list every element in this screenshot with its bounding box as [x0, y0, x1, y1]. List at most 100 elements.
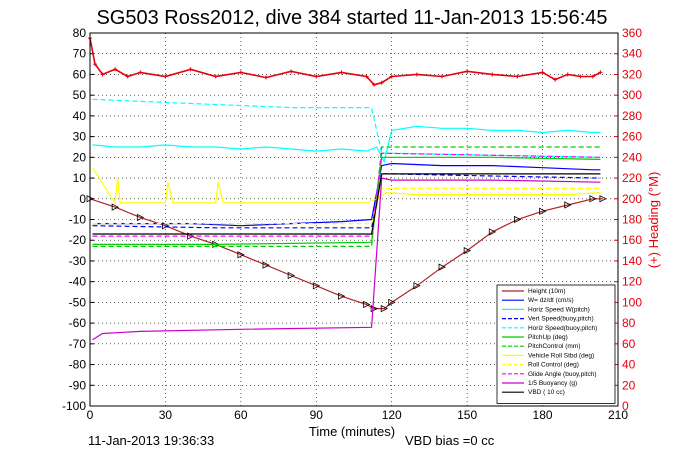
y-left-tick-label: -90 — [69, 378, 87, 392]
chart-title: SG503 Ross2012, dive 384 started 11-Jan-… — [96, 7, 607, 29]
series-point — [440, 74, 444, 79]
series-point — [438, 263, 446, 271]
series-point — [138, 70, 143, 75]
series-point — [287, 271, 296, 280]
series-point — [515, 74, 520, 79]
series-line-6 — [92, 146, 601, 247]
footer-timestamp: 11-Jan-2013 19:36:33 — [88, 433, 214, 448]
series-point — [188, 67, 193, 72]
series-point — [136, 213, 145, 222]
series-line-10 — [92, 177, 601, 341]
series-point — [413, 282, 421, 290]
series-point — [93, 62, 98, 67]
y-left-tick-label: 0 — [79, 192, 86, 206]
y-right-tick-label: 280 — [622, 109, 642, 123]
series-point — [213, 74, 218, 79]
series-point — [111, 203, 120, 211]
right-axis: 3603403203002802602402202001801601401201… — [614, 26, 642, 413]
y-left-tick-label: -60 — [69, 316, 87, 330]
footer-vbd-bias: VBD bias =0 cc — [405, 433, 495, 448]
series-point — [490, 72, 495, 77]
y-left-tick-label: 60 — [73, 67, 87, 81]
x-tick-label: 30 — [159, 408, 173, 422]
series-point — [590, 74, 595, 79]
legend-label: Glide Angle (buoy,pitch) — [528, 371, 597, 378]
x-axis-label: Time (minutes) — [309, 424, 395, 439]
y-right-tick-label: 120 — [622, 275, 642, 289]
series-line-3 — [92, 173, 601, 229]
y-left-tick-label: -10 — [69, 213, 87, 227]
series-point — [565, 72, 570, 77]
y-right-tick-label: 340 — [622, 47, 642, 61]
series-point — [339, 70, 344, 75]
series-point — [125, 74, 130, 79]
series-point — [289, 69, 294, 74]
series-point — [338, 292, 346, 300]
y-right-tick-label: 160 — [622, 233, 642, 247]
y-left-tick-label: 40 — [73, 109, 87, 123]
y-right-tick-label: 100 — [622, 295, 642, 309]
y-left-tick-label: 50 — [73, 88, 87, 102]
y-left-tick-label: -70 — [69, 337, 87, 351]
series-point — [370, 304, 379, 313]
series-point — [163, 74, 168, 79]
x-tick-label: 60 — [234, 408, 248, 422]
series-point — [414, 72, 419, 77]
y-right-tick-label: 360 — [622, 26, 642, 40]
series-point — [465, 69, 470, 74]
series-line-7 — [91, 167, 601, 205]
series-point — [589, 195, 597, 203]
x-tick-label: 120 — [382, 408, 402, 422]
series-point — [237, 251, 245, 259]
y-right-tick-label: 260 — [622, 130, 642, 144]
legend-label: W= dz/dt (cm/s) — [528, 297, 574, 304]
legend-label: Height (10m) — [528, 288, 566, 295]
legend-label: 1/5 Buoyancy (g) — [528, 380, 577, 387]
y-right-tick-label: 300 — [622, 88, 642, 102]
y-right-tick-label: 140 — [622, 254, 642, 268]
series-point — [379, 80, 384, 85]
y-right-tick-label: 220 — [622, 171, 642, 185]
series-point — [238, 70, 243, 75]
series-line-12 — [89, 38, 601, 86]
legend-label: Vert Speed(buoy,pitch) — [528, 316, 594, 323]
series-point — [100, 72, 105, 77]
y-right-tick-label: 240 — [622, 150, 642, 164]
y-left-tick-label: -50 — [69, 295, 87, 309]
legend-box — [496, 284, 616, 404]
y-left-tick-label: 70 — [73, 47, 87, 61]
plot-frame — [89, 32, 619, 407]
x-axis: 0 30 60 90 120 150 180 210 — [87, 408, 629, 422]
y-left-tick-label: 30 — [73, 130, 87, 144]
series-point — [389, 74, 394, 79]
y-right-tick-label: 320 — [622, 67, 642, 81]
right-axis-label: (+) Heading (°M) — [646, 172, 661, 269]
series-point — [372, 82, 377, 87]
series-point — [262, 261, 270, 269]
series-point — [463, 246, 472, 255]
y-right-tick-label: 80 — [622, 316, 636, 330]
y-left-tick-label: -80 — [69, 358, 87, 372]
y-right-tick-label: 20 — [622, 378, 636, 392]
legend-label: PitchControl (mm) — [528, 343, 580, 350]
series-line-11 — [92, 173, 601, 235]
legend-label: Horiz Speed W(pitch) — [528, 306, 590, 313]
legend-label: Roll Control (deg) — [528, 362, 579, 369]
series-point — [599, 195, 607, 203]
legend-label: PitchUp (deg) — [528, 334, 568, 341]
series-point — [539, 207, 547, 215]
series-point — [380, 304, 389, 313]
x-tick-label: 0 — [87, 408, 94, 422]
x-tick-label: 180 — [533, 408, 553, 422]
y-left-tick-label: -20 — [69, 233, 87, 247]
y-left-tick-label: 80 — [73, 26, 87, 40]
y-left-tick-label: 20 — [73, 150, 87, 164]
series-point — [388, 298, 396, 307]
series-point — [553, 77, 558, 82]
y-left-tick-label: -100 — [62, 399, 86, 413]
x-tick-label: 210 — [608, 408, 628, 422]
y-right-tick-label: 180 — [622, 213, 642, 227]
y-left-tick-label: 10 — [73, 171, 87, 185]
series-line-5 — [92, 156, 601, 245]
